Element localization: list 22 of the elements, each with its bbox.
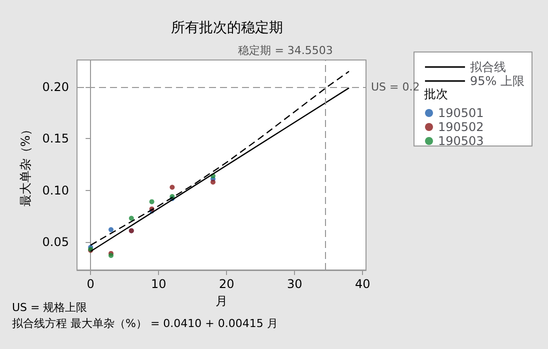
y-tick-label: 0.10 bbox=[42, 183, 69, 198]
y-tick-label: 0.15 bbox=[42, 132, 69, 146]
text: US = 规格上限 bbox=[12, 301, 88, 314]
legend-label: 190503 bbox=[438, 134, 484, 148]
legend-title: 批次 bbox=[424, 87, 448, 101]
x-tick-label: 0 bbox=[86, 277, 94, 291]
x-tick-label: 20 bbox=[218, 277, 234, 291]
x-tick-label: 10 bbox=[150, 277, 166, 291]
x-axis-title: 月 bbox=[216, 294, 228, 308]
legend-label: 95% 上限 bbox=[470, 74, 524, 88]
chart-title: 所有批次的稳定期 bbox=[171, 20, 283, 36]
ref-line-label: US = 0.2 bbox=[371, 80, 420, 94]
legend-label: 190502 bbox=[438, 120, 484, 134]
y-tick-label: 0.05 bbox=[42, 235, 69, 250]
y-axis-title: 最大单杂（%） bbox=[18, 123, 32, 207]
text: 拟合线方程 最大单杂（%） = 0.0410 + 0.00415 月 bbox=[12, 317, 278, 330]
ref-line-label: 稳定期 = 34.5503 bbox=[238, 44, 333, 57]
x-tick-label: 40 bbox=[354, 277, 370, 291]
y-tick-label: 0.20 bbox=[42, 80, 69, 94]
legend-label: 190501 bbox=[438, 106, 484, 120]
legend-label: 拟合线 bbox=[470, 60, 506, 74]
x-tick-label: 30 bbox=[286, 277, 302, 291]
